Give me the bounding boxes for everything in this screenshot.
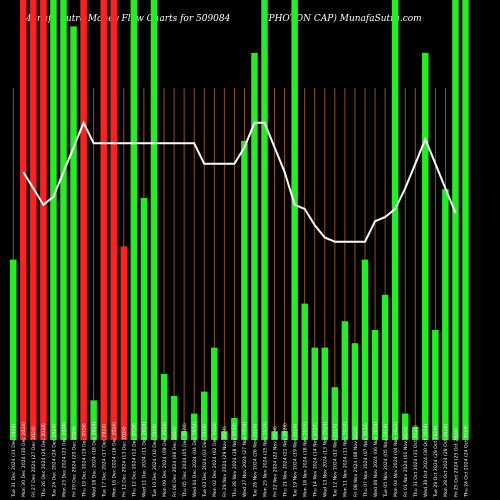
x-tick-label: Tue 12 Nov 2024 (12 Nov 2024) [333, 424, 339, 498]
x-tick-label: Thu 21 Nov 2024 (21 Nov 2024) [282, 423, 288, 498]
bar [170, 396, 178, 440]
bar [200, 391, 208, 440]
bar [211, 347, 218, 440]
x-tick-label: Thu 26 Dec 2024 (26 Dec 2024) [41, 423, 47, 498]
bar [60, 0, 67, 440]
x-tick-label: Tue 17 Dec 2024 (17 Dec 2024) [102, 424, 108, 498]
x-tick-label: Fri 20 Dec 2024 (20 Dec 2024) [71, 426, 77, 497]
x-tick-label: Fri 13 Dec 2024 (13 Dec 2024) [122, 426, 128, 497]
x-tick-label: Tue 29 Oct 2024 (29 Oct 2024) [433, 426, 439, 498]
bar [160, 374, 168, 440]
x-tick-label: Tue 05 Nov 2024 (05 Nov 2024) [383, 424, 389, 498]
x-tick-label: Tue 10 Dec 2024 (10 Dec 2024) [152, 424, 158, 498]
bar [281, 431, 288, 440]
bar [432, 330, 439, 440]
bar [412, 426, 419, 440]
bar [261, 0, 268, 440]
bar [221, 431, 228, 440]
x-tick-label: Mon 02 Dec 2024 (02 Dec 2024) [212, 422, 218, 497]
bar [351, 343, 359, 440]
bar [80, 0, 87, 440]
chart-title: Munafa Sutra Money Flow Charts for 50908… [22, 14, 231, 24]
x-tick-label: Tue 31 Dec 2024 (31 Dec 2024) [11, 424, 17, 498]
x-tick-label: Thu 12 Dec 2024 (12 Dec 2024) [132, 423, 138, 498]
bar [452, 0, 459, 440]
bar [442, 189, 449, 440]
bar [422, 52, 429, 441]
x-tick-label: Fri 06 Dec 2024 (06 Dec 2024) [172, 426, 178, 497]
trend-line [22, 120, 457, 243]
bar [271, 431, 278, 440]
x-tick-label: Thu 05 Dec 2024 (05 Dec 2024) [182, 423, 188, 498]
bar [462, 0, 469, 440]
x-tick-label: Thu 31 Oct 2024 (31 Oct 2024) [413, 425, 419, 498]
x-tick-label: Tue 03 Dec 2024 (03 Dec 2024) [202, 424, 208, 498]
x-tick-label: Thu 24 Oct 2024 (24 Oct 2024) [463, 425, 469, 498]
bar [291, 0, 298, 440]
x-tick-label: Mon 16 Dec 2024 (16 Dec 2024) [112, 422, 118, 497]
x-tick-label: Wed 27 Nov 2024 (27 Nov 2024) [242, 421, 248, 497]
bar [401, 413, 409, 440]
x-tick-label: Wed 04 Dec 2024 (04 Dec 2024) [192, 422, 198, 497]
x-tick-label: Mon 25 Nov 2024 (25 Nov 2024) [262, 422, 268, 497]
bar [140, 198, 148, 440]
bar [231, 418, 238, 440]
bar [130, 0, 138, 440]
bar [381, 294, 389, 440]
bar [321, 347, 329, 440]
bar [30, 0, 37, 440]
bar [150, 0, 158, 440]
bar [40, 0, 47, 440]
x-tick-label: Mon 28 Oct 2024 (28 Oct 2024) [443, 424, 449, 497]
bar [120, 246, 128, 440]
x-tick-label: Tue 26 Nov 2024 (26 Nov 2024) [252, 424, 258, 498]
x-tick-label: Fri 22 Nov 2024 (22 Nov 2024) [272, 426, 278, 497]
bar [251, 52, 258, 441]
bar [70, 26, 77, 441]
x-tick-label: Mon 11 Nov 2024 (11 Nov 2024) [343, 422, 349, 497]
x-tick-label: Wed 11 Dec 2024 (11 Dec 2024) [142, 422, 148, 497]
x-tick-label: Wed 30 Oct 2024 (30 Oct 2024) [423, 423, 429, 497]
bar [20, 0, 27, 440]
x-tick-label: Fri 01 Nov 2024 (01 Nov 2024) [403, 426, 409, 497]
x-tick-label: Thu 14 Nov 2024 (14 Nov 2024) [313, 423, 319, 498]
x-tick-label: Fri 25 Oct 2024 (25 Oct 2024) [453, 428, 459, 497]
bar [311, 347, 318, 440]
bar [361, 259, 369, 440]
x-tick-label: Mon 04 Nov 2024 (04 Nov 2024) [393, 422, 399, 497]
bar [331, 387, 339, 440]
bar [371, 330, 379, 440]
x-tick-label: Wed 06 Nov 2024 (06 Nov 2024) [373, 421, 379, 497]
x-tick-label: Mon 18 Nov 2024 (18 Nov 2024) [303, 422, 309, 497]
x-tick-label: Mon 30 Dec 2024 (30 Dec 2024) [21, 422, 27, 497]
bar [180, 431, 188, 440]
bar [100, 0, 107, 440]
x-tick-label: Thu 28 Nov 2024 (28 Nov 2024) [232, 423, 238, 498]
bar [241, 140, 248, 441]
x-tick-label: Wed 13 Nov 2024 (13 Nov 2024) [323, 421, 329, 497]
bar [50, 0, 57, 440]
bar [301, 303, 308, 440]
x-tick-label: Wed 18 Dec 2024 (18 Dec 2024) [91, 422, 97, 497]
bar [190, 413, 198, 440]
chart-subtitle: (PHOTON CAP) MunafaSutra.com [265, 14, 422, 24]
bar [10, 259, 17, 440]
bar [90, 400, 97, 440]
bar [341, 321, 349, 440]
x-tick-label: Fri 08 Nov 2024 (08 Nov 2024) [353, 426, 359, 497]
x-tick-label: Fri 27 Dec 2024 (27 Dec 2024) [31, 426, 37, 497]
x-tick-label: Thu 19 Dec 2024 (19 Dec 2024) [81, 423, 87, 498]
x-tick-label: Tue 24 Dec 2024 (24 Dec 2024) [51, 424, 57, 498]
x-tick-label: Thu 07 Nov 2024 (07 Nov 2024) [363, 423, 369, 498]
x-tick-label: Fri 29 Nov 2024 (29 Nov 2024) [222, 426, 228, 497]
bar [110, 0, 117, 440]
x-tick-label: Tue 19 Nov 2024 (19 Nov 2024) [292, 424, 298, 498]
x-tick-label: Mon 23 Dec 2024 (23 Dec 2024) [61, 422, 67, 497]
x-tick-label: Mon 09 Dec 2024 (09 Dec 2024) [162, 422, 168, 497]
bar [391, 0, 399, 440]
